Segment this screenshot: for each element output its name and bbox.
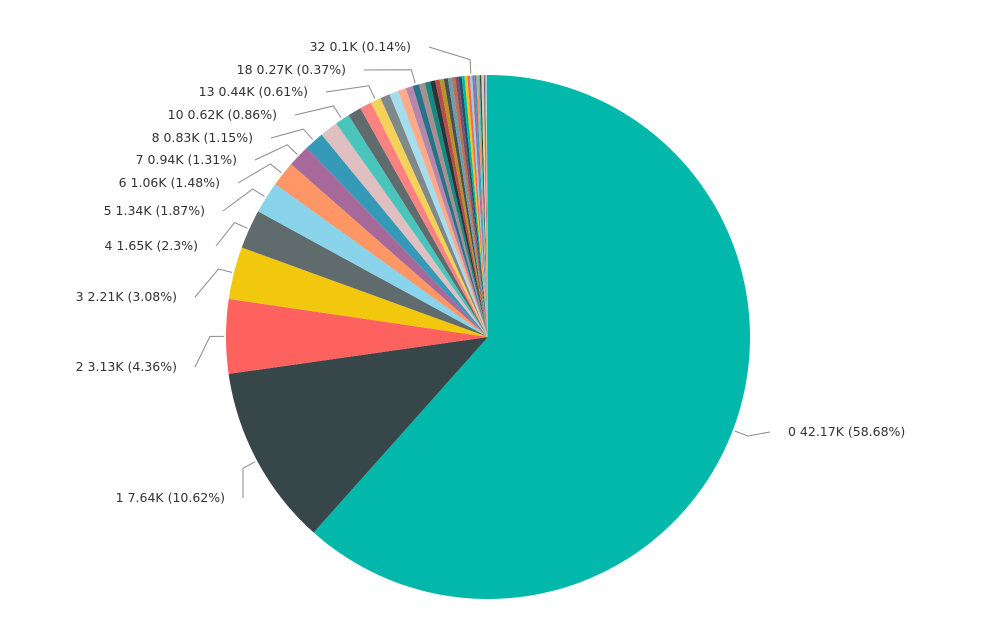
leader-line-8: [270, 128, 314, 140]
pie-slice-43[interactable]: [486, 74, 488, 337]
pie-slice-14[interactable]: [380, 94, 488, 337]
pie-slice-24[interactable]: [443, 78, 488, 337]
pie-slice-31[interactable]: [467, 75, 488, 337]
pie-slice-27[interactable]: [455, 76, 488, 337]
slice-label-0: 0 42.17K (58.68%): [788, 424, 905, 439]
pie-slice-40[interactable]: [483, 75, 488, 338]
slice-label-7: 7 0.94K (1.31%): [136, 152, 237, 167]
slice-labels: 0 42.17K (58.68%) 1 7.64K (10.62%) 2 3.13K…: [76, 39, 906, 505]
pie-slice-17[interactable]: [405, 86, 488, 337]
pie-slice-7[interactable]: [291, 147, 488, 337]
pie-slice-5[interactable]: [258, 184, 488, 337]
slice-label-4: 4 1.65K (2.3%): [105, 238, 198, 253]
leader-line-32: [428, 46, 472, 74]
pie-slice-13[interactable]: [370, 98, 488, 337]
leader-line-5: [222, 188, 265, 212]
pie-slice-1[interactable]: [228, 337, 488, 533]
pie-slice-33[interactable]: [472, 75, 488, 337]
pie-slice-34[interactable]: [474, 75, 488, 337]
slice-label-1: 1 7.64K (10.62%): [116, 490, 225, 505]
slice-label-18: 18 0.27K (0.37%): [237, 62, 346, 77]
pie-slice-2[interactable]: [226, 298, 488, 374]
pie-slice-32[interactable]: [469, 75, 488, 337]
pie-slice-25[interactable]: [447, 77, 488, 337]
leader-line-1: [242, 461, 256, 498]
pie-slice-35[interactable]: [476, 75, 488, 337]
slice-label-2: 2 3.13K (4.36%): [76, 359, 177, 374]
slice-label-3: 3 2.21K (3.08%): [76, 289, 177, 304]
leader-line-7: [254, 144, 298, 161]
pie-slice-20[interactable]: [424, 81, 488, 337]
pie-slice-4[interactable]: [241, 211, 488, 337]
leader-line-13: [325, 85, 376, 99]
slice-label-5: 5 1.34K (1.87%): [104, 203, 205, 218]
pie-slice-37[interactable]: [479, 75, 488, 337]
pie-slices: [226, 74, 750, 599]
pie-slice-30[interactable]: [464, 75, 488, 337]
pie-slice-16[interactable]: [398, 88, 488, 337]
pie-slice-29[interactable]: [461, 76, 488, 338]
pie-slice-38[interactable]: [481, 75, 488, 337]
leader-line-18: [363, 69, 416, 84]
pie-slice-18[interactable]: [412, 84, 488, 338]
leader-line-4: [215, 221, 248, 247]
pie-slice-15[interactable]: [389, 90, 488, 337]
pie-slice-39[interactable]: [482, 75, 488, 337]
leader-lines: [194, 46, 771, 498]
pie-slice-11[interactable]: [348, 108, 488, 337]
pie-slice-21[interactable]: [430, 80, 488, 337]
leader-line-6: [237, 163, 282, 184]
pie-slice-41[interactable]: [484, 75, 488, 337]
pie-slice-26[interactable]: [451, 77, 488, 337]
pie-slice-9[interactable]: [321, 123, 488, 337]
slice-label-8: 8 0.83K (1.15%): [152, 130, 253, 145]
pie-slice-28[interactable]: [458, 76, 488, 337]
pie-slice-44[interactable]: [487, 74, 488, 338]
pie-slice-0[interactable]: [313, 75, 750, 599]
leader-line-0: [734, 430, 771, 437]
pie-slice-23[interactable]: [439, 78, 488, 337]
pie-slice-19[interactable]: [418, 82, 488, 337]
pie-slice-36[interactable]: [478, 75, 488, 337]
pie-slice-6[interactable]: [275, 164, 488, 337]
pie-slice-22[interactable]: [435, 79, 488, 338]
pie-slice-12[interactable]: [360, 102, 488, 337]
pie-slice-42[interactable]: [485, 75, 488, 337]
slice-label-10: 10 0.62K (0.86%): [168, 107, 277, 122]
slice-label-13: 13 0.44K (0.61%): [199, 84, 308, 99]
pie-slice-3[interactable]: [228, 247, 488, 338]
slice-label-32: 32 0.1K (0.14%): [310, 39, 411, 54]
pie-slice-8[interactable]: [306, 134, 488, 337]
leader-line-10: [294, 105, 342, 118]
leader-line-3: [194, 268, 233, 298]
slice-label-6: 6 1.06K (1.48%): [119, 175, 220, 190]
leader-line-2: [194, 335, 224, 368]
pie-slice-10[interactable]: [336, 115, 488, 337]
